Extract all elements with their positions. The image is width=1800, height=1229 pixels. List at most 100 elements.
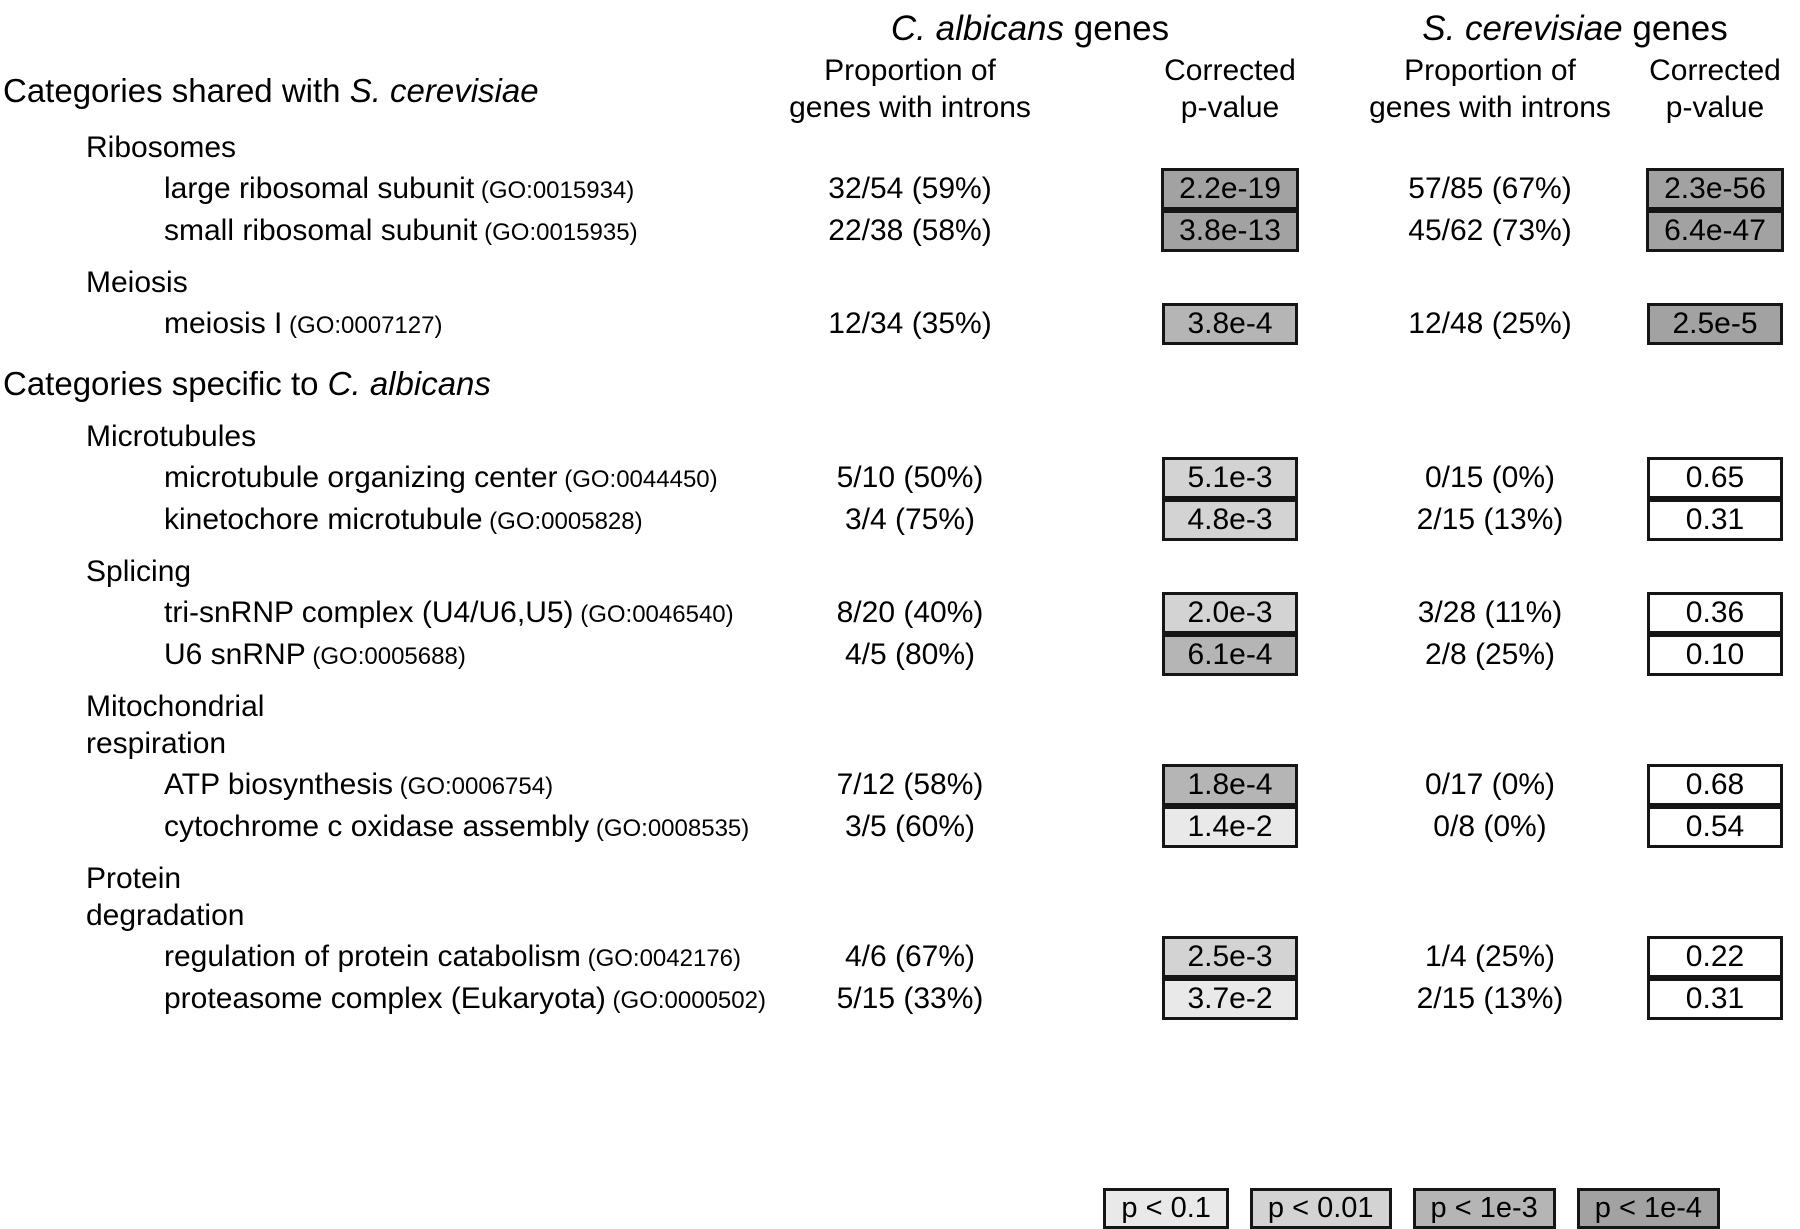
pvalue-box-sc: 6.4e-47 [1646, 210, 1784, 252]
proportion-sc: 2/15 (13%) [1416, 982, 1564, 1015]
row-label: kinetochore microtubule (GO:0005828) [0, 503, 710, 537]
go-id: (GO:0005828) [482, 508, 643, 535]
proportion-sc: 45/62 (73%) [1408, 214, 1572, 247]
pvalue-cell-ca: 3.7e-2 [1110, 978, 1350, 1020]
column-group-header-sc: S. cerevisiae genes [1350, 6, 1800, 52]
group-name-line: degradation [86, 899, 245, 932]
category-section: Categories specific to C. albicans Microt… [0, 363, 1800, 1020]
group-name: Splicing [0, 550, 1800, 592]
legend-item: p < 1e-3 [1412, 1188, 1556, 1229]
group-name-line: Meiosis [86, 266, 188, 299]
proportion-sc: 3/28 (11%) [1417, 596, 1563, 629]
proportion-sc: 2/8 (25%) [1424, 638, 1556, 671]
pvalue-box-sc: 2.5e-5 [1647, 303, 1783, 345]
pvalue-box-sc: 0.31 [1647, 978, 1783, 1020]
table-row: U6 snRNP (GO:0005688) 4/5 (80%) 6.1e-4 2/8 … [0, 634, 1800, 676]
go-id: (GO:0015935) [477, 219, 638, 246]
proportion-ca: 8/20 (40%) [836, 596, 984, 629]
table-body: Categories shared with S. cerevisiae Ribo… [0, 70, 1800, 1020]
go-id: (GO:0008535) [589, 815, 750, 842]
group-name: Mitochondrial respiration [0, 685, 1800, 764]
row-label: large ribosomal subunit (GO:0015934) [0, 172, 710, 206]
proportion-sc: 1/4 (25%) [1424, 940, 1556, 973]
pvalue-cell-sc: 0.68 [1630, 764, 1800, 806]
proportion-ca: 3/4 (75%) [844, 503, 976, 536]
row-label: ATP biosynthesis (GO:0006754) [0, 768, 710, 802]
pvalue-cell-sc: 0.31 [1630, 499, 1800, 541]
column-header-proportion-ca: Proportion of genes with introns [789, 54, 1031, 124]
legend-item: p < 1e-4 [1576, 1188, 1720, 1229]
column-header-proportion-sc: Proportion of genes with introns [1369, 54, 1611, 124]
proportion-sc: 0/17 (0%) [1424, 768, 1556, 801]
table-row: microtubule organizing center (GO:004445… [0, 457, 1800, 499]
pvalue-cell-sc: 0.65 [1630, 457, 1800, 499]
pvalue-cell-sc: 2.3e-56 [1630, 168, 1800, 210]
pvalue-box-ca: 5.1e-3 [1162, 457, 1298, 499]
pvalue-box-ca: 4.8e-3 [1162, 499, 1298, 541]
go-term-name: large ribosomal subunit [164, 172, 475, 205]
go-id: (GO:0046540) [573, 601, 734, 628]
pvalue-box-ca: 3.8e-4 [1162, 303, 1298, 345]
table-row: regulation of protein catabolism (GO:004… [0, 936, 1800, 978]
species-name-sc: S. cerevisiae [1422, 9, 1623, 48]
go-term-name: U6 snRNP [164, 638, 306, 671]
pvalue-cell-sc: 0.31 [1630, 978, 1800, 1020]
table-row: tri-snRNP complex (U4/U6,U5) (GO:0046540… [0, 592, 1800, 634]
pvalue-color-legend: p < 0.1 p < 0.01 p < 1e-3 p < 1e-4 [0, 1188, 1800, 1229]
pvalue-box-sc: 0.31 [1647, 499, 1783, 541]
proportion-sc: 2/15 (13%) [1416, 503, 1564, 536]
pvalue-cell-sc: 0.22 [1630, 936, 1800, 978]
table-row: large ribosomal subunit (GO:0015934) 32/5… [0, 168, 1800, 210]
row-label: regulation of protein catabolism (GO:004… [0, 940, 741, 974]
proportion-ca: 22/38 (58%) [828, 214, 992, 247]
pvalue-box-sc: 0.65 [1647, 457, 1783, 499]
pvalue-box-ca: 2.5e-3 [1162, 936, 1298, 978]
pvalue-cell-ca: 1.4e-2 [1110, 806, 1350, 848]
pvalue-cell-ca: 2.2e-19 [1110, 168, 1350, 210]
group-name-line: Mitochondrial [86, 690, 265, 723]
row-label: tri-snRNP complex (U4/U6,U5) (GO:0046540… [0, 596, 734, 630]
column-group-suffix: genes [1064, 9, 1170, 48]
section-title: Categories specific to C. albicans [0, 363, 1800, 405]
group-name: Protein degradation [0, 857, 1800, 936]
section-title-species: C. albicans [327, 365, 491, 402]
table-row: proteasome complex (Eukaryota) (GO:00005… [0, 978, 1800, 1020]
go-id: (GO:0042176) [580, 945, 742, 972]
go-term-name: kinetochore microtubule [164, 503, 483, 536]
group-name-line: Ribosomes [86, 131, 237, 164]
go-term-name: microtubule organizing center [164, 461, 558, 494]
group-name-line: Splicing [86, 555, 192, 588]
proportion-sc: 57/85 (67%) [1408, 172, 1572, 205]
pvalue-cell-sc: 6.4e-47 [1630, 210, 1800, 252]
pvalue-cell-sc: 0.10 [1630, 634, 1800, 676]
section-title-text: Categories specific to [3, 365, 328, 402]
section-title: Categories shared with S. cerevisiae [0, 70, 1800, 112]
pvalue-cell-ca: 5.1e-3 [1110, 457, 1350, 499]
go-term-name: ATP biosynthesis [164, 768, 393, 801]
group-name: Ribosomes [0, 126, 1800, 168]
pvalue-box-sc: 0.54 [1647, 806, 1783, 848]
pvalue-cell-ca: 3.8e-4 [1110, 303, 1350, 345]
species-name-ca: C. albicans [890, 9, 1065, 48]
pvalue-box-sc: 0.68 [1647, 764, 1783, 806]
pvalue-box-ca: 3.8e-13 [1161, 210, 1299, 252]
group-name: Microtubules [0, 415, 1800, 457]
group-name-line: Protein [86, 862, 182, 895]
proportion-ca: 12/34 (35%) [828, 307, 992, 340]
row-label: U6 snRNP (GO:0005688) [0, 638, 710, 672]
section-title-text: Categories shared with [3, 72, 350, 109]
go-term-name: regulation of protein catabolism [164, 940, 581, 973]
pvalue-box-ca: 2.0e-3 [1162, 592, 1298, 634]
pvalue-cell-ca: 2.5e-3 [1110, 936, 1350, 978]
pvalue-cell-sc: 0.36 [1630, 592, 1800, 634]
pvalue-box-sc: 0.22 [1647, 936, 1783, 978]
go-term-name: small ribosomal subunit [164, 214, 478, 247]
table-header: C. albicans genes S. cerevisiae genes Pr… [0, 0, 1800, 126]
go-id: (GO:0006754) [393, 773, 554, 800]
pvalue-box-ca: 1.4e-2 [1162, 806, 1298, 848]
column-header-pvalue-sc: Corrected p-value [1649, 54, 1781, 124]
pvalue-box-sc: 0.36 [1647, 592, 1783, 634]
proportion-ca: 32/54 (59%) [828, 172, 992, 205]
go-term-name: tri-snRNP complex (U4/U6,U5) [164, 596, 574, 629]
